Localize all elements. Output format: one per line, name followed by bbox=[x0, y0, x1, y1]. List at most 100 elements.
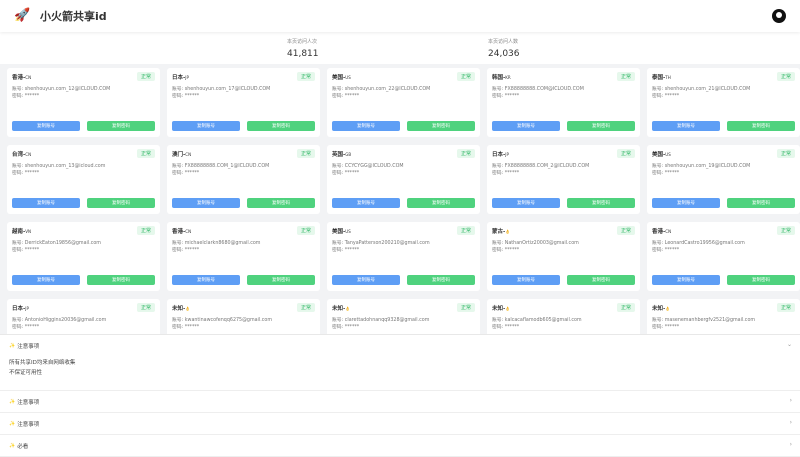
copy-account-button[interactable]: 复制账号 bbox=[492, 275, 560, 285]
password-value: ****** bbox=[504, 248, 520, 253]
header: 🚀 小火箭共享id bbox=[0, 0, 800, 32]
copy-account-button[interactable]: 复制账号 bbox=[172, 198, 240, 208]
copy-password-button[interactable]: 复制密码 bbox=[87, 121, 155, 131]
note-section[interactable]: ✨ 必看 › bbox=[0, 435, 800, 457]
note-section[interactable]: ✨ 注意事项 › bbox=[0, 413, 800, 435]
copy-password-button[interactable]: 复制密码 bbox=[87, 275, 155, 285]
copy-account-button[interactable]: 复制账号 bbox=[12, 275, 80, 285]
account-line: 账号: FX88888888.COM@ICLOUD.COM bbox=[492, 85, 635, 92]
copy-password-button[interactable]: 复制密码 bbox=[407, 275, 475, 285]
region-name: 日本- bbox=[492, 152, 506, 158]
password-label: 密码: bbox=[172, 171, 185, 176]
rocket-icon: 🚀 bbox=[14, 8, 31, 23]
copy-account-button[interactable]: 复制账号 bbox=[172, 121, 240, 131]
stat-value: 24,036 bbox=[488, 49, 520, 59]
account-value: shenhouyun.com_13@icloud.com bbox=[24, 164, 106, 169]
card-region: 香港-CN bbox=[652, 227, 795, 235]
password-line: 密码: ****** bbox=[492, 169, 635, 176]
account-grid-scroll[interactable]: 香港-CN 正常 账号: shenhouyun.com_12@ICLOUD.CO… bbox=[0, 64, 800, 334]
region-code: CN bbox=[185, 229, 192, 234]
account-label: 账号: bbox=[172, 87, 185, 92]
card-region: 未知-👌 bbox=[172, 304, 315, 312]
copy-password-button[interactable]: 复制密码 bbox=[567, 121, 635, 131]
copy-password-button[interactable]: 复制密码 bbox=[727, 121, 795, 131]
region-name: 未知- bbox=[652, 306, 666, 312]
copy-account-button[interactable]: 复制账号 bbox=[492, 198, 560, 208]
region-code: 👌 bbox=[505, 229, 511, 234]
note-section[interactable]: ✨ 注意事项 ⌄ 所有共享ID均来自网络收集 不保证可用性 bbox=[0, 335, 800, 391]
copy-account-button[interactable]: 复制账号 bbox=[332, 121, 400, 131]
stat-page-views: 本页访问人次 41,811 bbox=[287, 38, 319, 59]
note-header[interactable]: ✨ 注意事项 bbox=[9, 335, 791, 356]
copy-password-button[interactable]: 复制密码 bbox=[567, 198, 635, 208]
region-code: CN bbox=[25, 152, 32, 157]
account-line: 账号: clarettadohnanqq9328@gmail.com bbox=[332, 316, 475, 323]
chevron-down-icon[interactable]: ⌄ bbox=[786, 341, 792, 348]
account-value: kalcacaflamodb605@gmail.com bbox=[504, 318, 582, 323]
card-region: 未知-👌 bbox=[652, 304, 795, 312]
password-line: 密码: ****** bbox=[652, 246, 795, 253]
password-line: 密码: ****** bbox=[12, 246, 155, 253]
status-badge: 正常 bbox=[136, 226, 155, 235]
password-line: 密码: ****** bbox=[172, 169, 315, 176]
region-name: 未知- bbox=[332, 306, 346, 312]
note-header[interactable]: ✨ 注意事项 bbox=[9, 391, 791, 412]
copy-password-button[interactable]: 复制密码 bbox=[567, 275, 635, 285]
password-value: ****** bbox=[344, 171, 360, 176]
password-line: 密码: ****** bbox=[332, 92, 475, 99]
copy-password-button[interactable]: 复制密码 bbox=[87, 198, 155, 208]
card-region: 泰国-TH bbox=[652, 73, 795, 81]
status-badge: 正常 bbox=[776, 303, 795, 312]
account-line: 账号: kalcacaflamodb605@gmail.com bbox=[492, 316, 635, 323]
copy-password-button[interactable]: 复制密码 bbox=[407, 121, 475, 131]
copy-account-button[interactable]: 复制账号 bbox=[492, 121, 560, 131]
copy-account-button[interactable]: 复制账号 bbox=[12, 121, 80, 131]
chevron-right-icon[interactable]: › bbox=[789, 441, 792, 448]
copy-account-button[interactable]: 复制账号 bbox=[652, 275, 720, 285]
github-icon[interactable] bbox=[772, 9, 786, 23]
copy-account-button[interactable]: 复制账号 bbox=[172, 275, 240, 285]
region-code: VN bbox=[25, 229, 32, 234]
status-badge: 正常 bbox=[136, 72, 155, 81]
copy-account-button[interactable]: 复制账号 bbox=[12, 198, 80, 208]
copy-password-button[interactable]: 复制密码 bbox=[247, 121, 315, 131]
note-section[interactable]: ✨ 注意事项 › bbox=[0, 391, 800, 413]
sparkle-icon: ✨ bbox=[9, 420, 16, 427]
copy-account-button[interactable]: 复制账号 bbox=[332, 275, 400, 285]
copy-password-button[interactable]: 复制密码 bbox=[247, 198, 315, 208]
copy-account-button[interactable]: 复制账号 bbox=[652, 121, 720, 131]
chevron-right-icon[interactable]: › bbox=[789, 397, 792, 404]
region-name: 未知- bbox=[492, 306, 506, 312]
copy-account-button[interactable]: 复制账号 bbox=[332, 198, 400, 208]
stat-value: 41,811 bbox=[287, 49, 319, 59]
note-text: 所有共享ID均来自网络收集 bbox=[9, 360, 76, 366]
status-badge: 正常 bbox=[136, 149, 155, 158]
password-value: ****** bbox=[184, 171, 200, 176]
account-card: 泰国-TH 正常 账号: shenhouyun.com_21@ICLOUD.CO… bbox=[647, 68, 800, 137]
copy-password-button[interactable]: 复制密码 bbox=[247, 275, 315, 285]
copy-password-button[interactable]: 复制密码 bbox=[407, 198, 475, 208]
note-header[interactable]: ✨ 注意事项 bbox=[9, 413, 791, 434]
account-line: 账号: shenhouyun.com_22@ICLOUD.COM bbox=[332, 85, 475, 92]
password-label: 密码: bbox=[492, 325, 505, 330]
account-card: 台湾-CN 正常 账号: shenhouyun.com_13@icloud.co… bbox=[7, 145, 160, 214]
password-label: 密码: bbox=[332, 248, 345, 253]
card-region: 澳门-CN bbox=[172, 150, 315, 158]
account-value: kwantinawcofenqq6275@gmail.com bbox=[184, 318, 272, 323]
card-region: 韩国-KR bbox=[492, 73, 635, 81]
copy-password-button[interactable]: 复制密码 bbox=[727, 198, 795, 208]
region-name: 韩国- bbox=[492, 75, 506, 81]
account-label: 账号: bbox=[12, 87, 25, 92]
region-name: 美国- bbox=[652, 152, 666, 158]
note-body: 所有共享ID均来自网络收集 不保证可用性 bbox=[9, 356, 791, 390]
account-line: 账号: AntonioHiggins20036@gmail.com bbox=[12, 316, 155, 323]
region-name: 泰国- bbox=[652, 75, 666, 81]
region-name: 美国- bbox=[332, 229, 346, 235]
chevron-right-icon[interactable]: › bbox=[789, 419, 792, 426]
copy-account-button[interactable]: 复制账号 bbox=[652, 198, 720, 208]
note-header[interactable]: ✨ 必看 bbox=[9, 435, 791, 456]
copy-password-button[interactable]: 复制密码 bbox=[727, 275, 795, 285]
account-label: 账号: bbox=[12, 241, 25, 246]
status-badge: 正常 bbox=[616, 226, 635, 235]
status-badge: 正常 bbox=[616, 149, 635, 158]
